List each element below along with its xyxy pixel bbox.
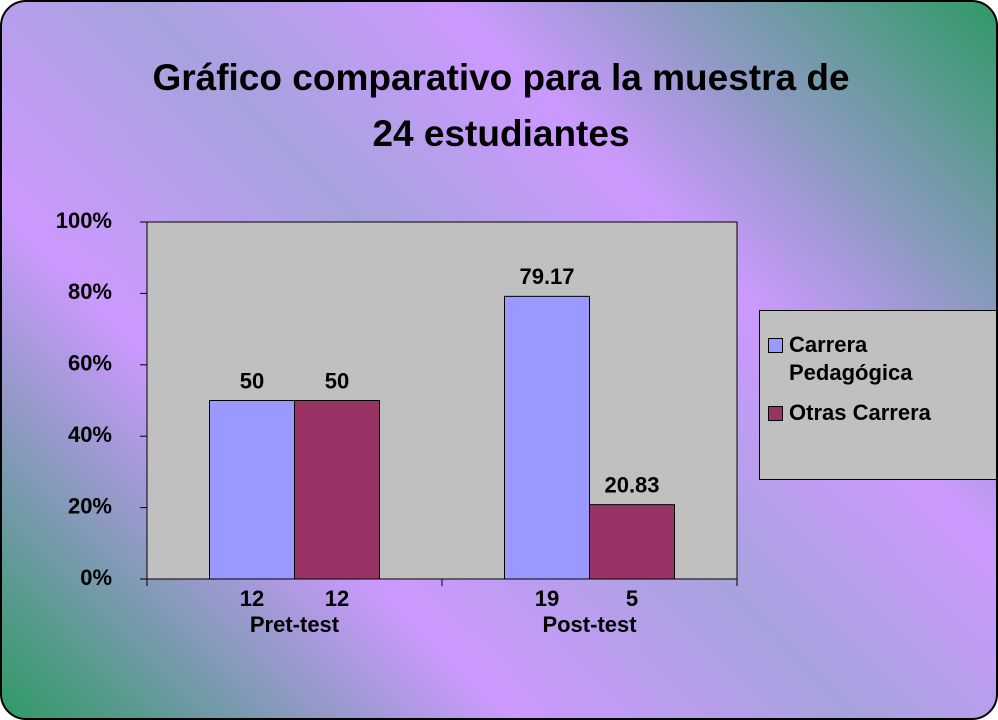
count-label: 12 — [240, 586, 264, 611]
value-label: 50 — [325, 368, 349, 393]
x-tick-label: Pret-test — [250, 612, 340, 637]
value-label: 50 — [240, 368, 264, 393]
value-label: 79.17 — [519, 264, 574, 289]
y-tick-label: 80% — [68, 279, 112, 304]
title-line: 24 estudiantes — [372, 113, 630, 154]
legend-item: Carrera Pedagógica — [768, 331, 996, 387]
y-tick-label: 40% — [68, 422, 112, 447]
legend: Carrera Pedagógica Otras Carrera — [759, 310, 996, 480]
legend-label: Carrera Pedagógica — [789, 332, 913, 385]
x-tick-label: Post-test — [542, 612, 637, 637]
bar — [209, 400, 295, 580]
count-label: 19 — [535, 586, 559, 611]
y-tick-label: 20% — [68, 493, 112, 518]
y-tick-label: 60% — [68, 351, 112, 376]
legend-swatch — [768, 406, 783, 421]
legend-swatch — [768, 338, 783, 353]
count-label: 12 — [325, 586, 349, 611]
legend-label: Otras Carrera — [789, 400, 931, 425]
y-tick-label: 0% — [80, 565, 112, 590]
bar — [589, 504, 675, 580]
bar — [294, 400, 380, 580]
legend-item: Otras Carrera — [768, 399, 996, 427]
title-line: Gráfico comparativo para la muestra de — [152, 57, 850, 98]
bar — [504, 295, 590, 580]
count-label: 5 — [626, 586, 638, 611]
value-label: 20.83 — [604, 472, 659, 497]
y-tick-label: 100% — [56, 208, 112, 233]
chart-title: Gráfico comparativo para la muestra de 2… — [2, 50, 996, 162]
